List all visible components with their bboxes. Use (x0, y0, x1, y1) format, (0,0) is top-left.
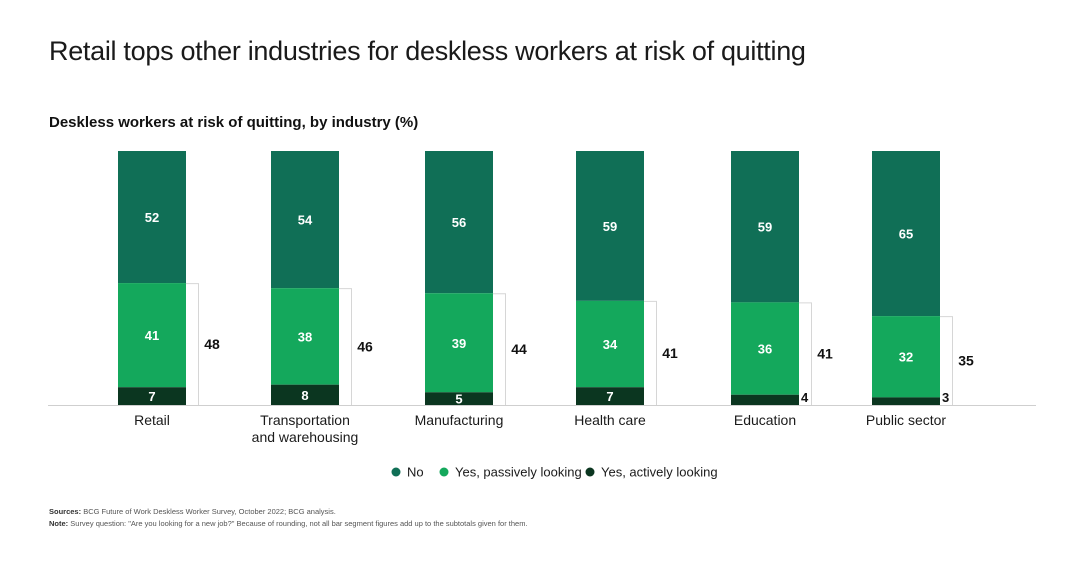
bar-segment-no (118, 151, 186, 284)
data-label-no: 59 (758, 220, 772, 235)
bar-segment-no (576, 151, 644, 301)
bar-segment-active (731, 394, 799, 405)
data-label-no: 54 (298, 213, 313, 228)
data-label-passive: 34 (603, 337, 618, 352)
bar-segment-active (872, 397, 940, 405)
subtotal-label: 46 (357, 339, 373, 355)
bar-segment-passive (576, 300, 644, 388)
bar-segment-passive (118, 283, 186, 388)
bar-segment-active (425, 392, 493, 405)
category-label: Manufacturing (415, 412, 504, 428)
subtotal-label: 41 (817, 346, 833, 362)
category-label: Education (734, 412, 796, 428)
data-label-no: 65 (899, 227, 913, 242)
data-label-active: 3 (942, 390, 949, 405)
legend-marker-active (585, 467, 595, 477)
bar-segment-no (425, 151, 493, 294)
bar-segment-passive (271, 288, 339, 385)
bar-segment-passive (731, 302, 799, 395)
subtotal-bracket (186, 283, 199, 405)
subtotal-label: 44 (511, 341, 527, 357)
bar-segment-passive (425, 293, 493, 393)
data-label-passive: 36 (758, 342, 772, 357)
data-label-active: 7 (148, 389, 155, 404)
data-label-passive: 32 (899, 350, 913, 365)
chart-title: Deskless workers at risk of quitting, by… (49, 114, 419, 131)
subtotal-bracket (493, 293, 506, 405)
note-line: Note: Survey question: "Are you looking … (49, 519, 528, 528)
bar-segment-no (872, 151, 940, 317)
subtotal-bracket (339, 288, 352, 405)
subtotal-label: 35 (958, 353, 974, 369)
bar-segment-passive (872, 316, 940, 398)
bar-segment-no (271, 151, 339, 289)
data-label-passive: 41 (145, 328, 159, 343)
data-label-active: 7 (606, 389, 613, 404)
data-label-active: 4 (801, 390, 809, 405)
legend-marker-no (391, 467, 401, 477)
category-label: Transportation and warehousing (252, 412, 359, 445)
subtotal-label: 48 (204, 336, 220, 352)
data-label-no: 59 (603, 219, 617, 234)
sources-line: Sources: BCG Future of Work Deskless Wor… (49, 507, 336, 516)
legend-label-active: Yes, actively looking (601, 465, 718, 480)
category-label: Retail (134, 412, 170, 428)
bar-segment-no (731, 151, 799, 303)
legend-marker-passive (439, 467, 449, 477)
subtotal-bracket (644, 300, 657, 405)
data-label-active: 8 (301, 388, 308, 403)
legend-label-passive: Yes, passively looking (455, 465, 582, 480)
data-label-passive: 38 (298, 329, 312, 344)
category-label: Health care (574, 412, 646, 428)
bar-segment-active (576, 387, 644, 405)
footnotes: Sources: BCG Future of Work Deskless Wor… (49, 506, 528, 530)
data-label-passive: 39 (452, 336, 466, 351)
category-label: Public sector (866, 412, 946, 428)
subtotal-bracket (940, 316, 953, 405)
legend-label-no: No (407, 465, 424, 480)
data-label-no: 52 (145, 210, 159, 225)
bar-segment-active (118, 387, 186, 405)
subtotal-bracket (799, 302, 812, 405)
page-title: Retail tops other industries for deskles… (49, 36, 806, 66)
data-label-active: 5 (455, 392, 462, 407)
subtotal-label: 41 (662, 345, 678, 361)
bar-segment-active (271, 384, 339, 405)
data-label-no: 56 (452, 215, 466, 230)
